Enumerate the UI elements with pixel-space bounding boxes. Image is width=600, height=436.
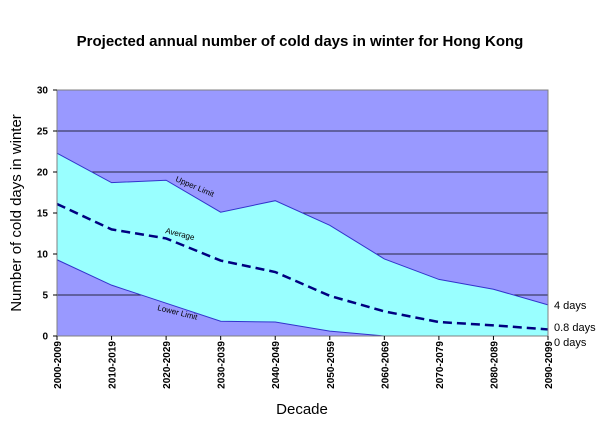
y-tick-label: 30 [37, 86, 49, 97]
projection-range-band [57, 153, 548, 336]
x-tick-label: 2040-2049 [271, 341, 282, 389]
x-tick-label: 2050-2059 [326, 341, 337, 389]
x-tick-label: 2080-2089 [489, 341, 500, 389]
y-tick-label: 20 [37, 168, 49, 179]
y-tick-label: 0 [42, 332, 48, 343]
y-tick-label: 10 [37, 250, 49, 261]
x-tick-label: 2020-2029 [162, 341, 173, 389]
end-label-average: 0.8 days [554, 322, 596, 334]
series-line-upper-limit [56, 152, 549, 306]
y-axis-ticks: 0 5 10 15 20 25 30 [37, 86, 57, 343]
y-tick-label: 5 [42, 291, 48, 302]
x-axis-title: Decade [276, 401, 328, 418]
x-tick-label: 2090-2099 [544, 341, 555, 389]
y-tick-label: 25 [37, 127, 49, 138]
x-tick-label: 2000-2009 [53, 341, 64, 389]
end-label-upper: 4 days [554, 300, 587, 312]
chart-title: Projected annual number of cold days in … [77, 33, 524, 50]
y-tick-label: 15 [37, 209, 49, 220]
end-label-lower: 0 days [554, 337, 587, 349]
x-axis-ticks: 2000-2009 2010-2019 2020-2029 2030-2039 2040… [53, 336, 555, 389]
x-tick-label: 2070-2079 [435, 341, 446, 389]
y-axis-title: Number of cold days in winter [8, 114, 25, 312]
x-tick-label: 2060-2069 [380, 341, 391, 389]
x-tick-label: 2030-2039 [217, 341, 228, 389]
series-line-average [56, 202, 549, 331]
x-tick-label: 2010-2019 [108, 341, 119, 389]
